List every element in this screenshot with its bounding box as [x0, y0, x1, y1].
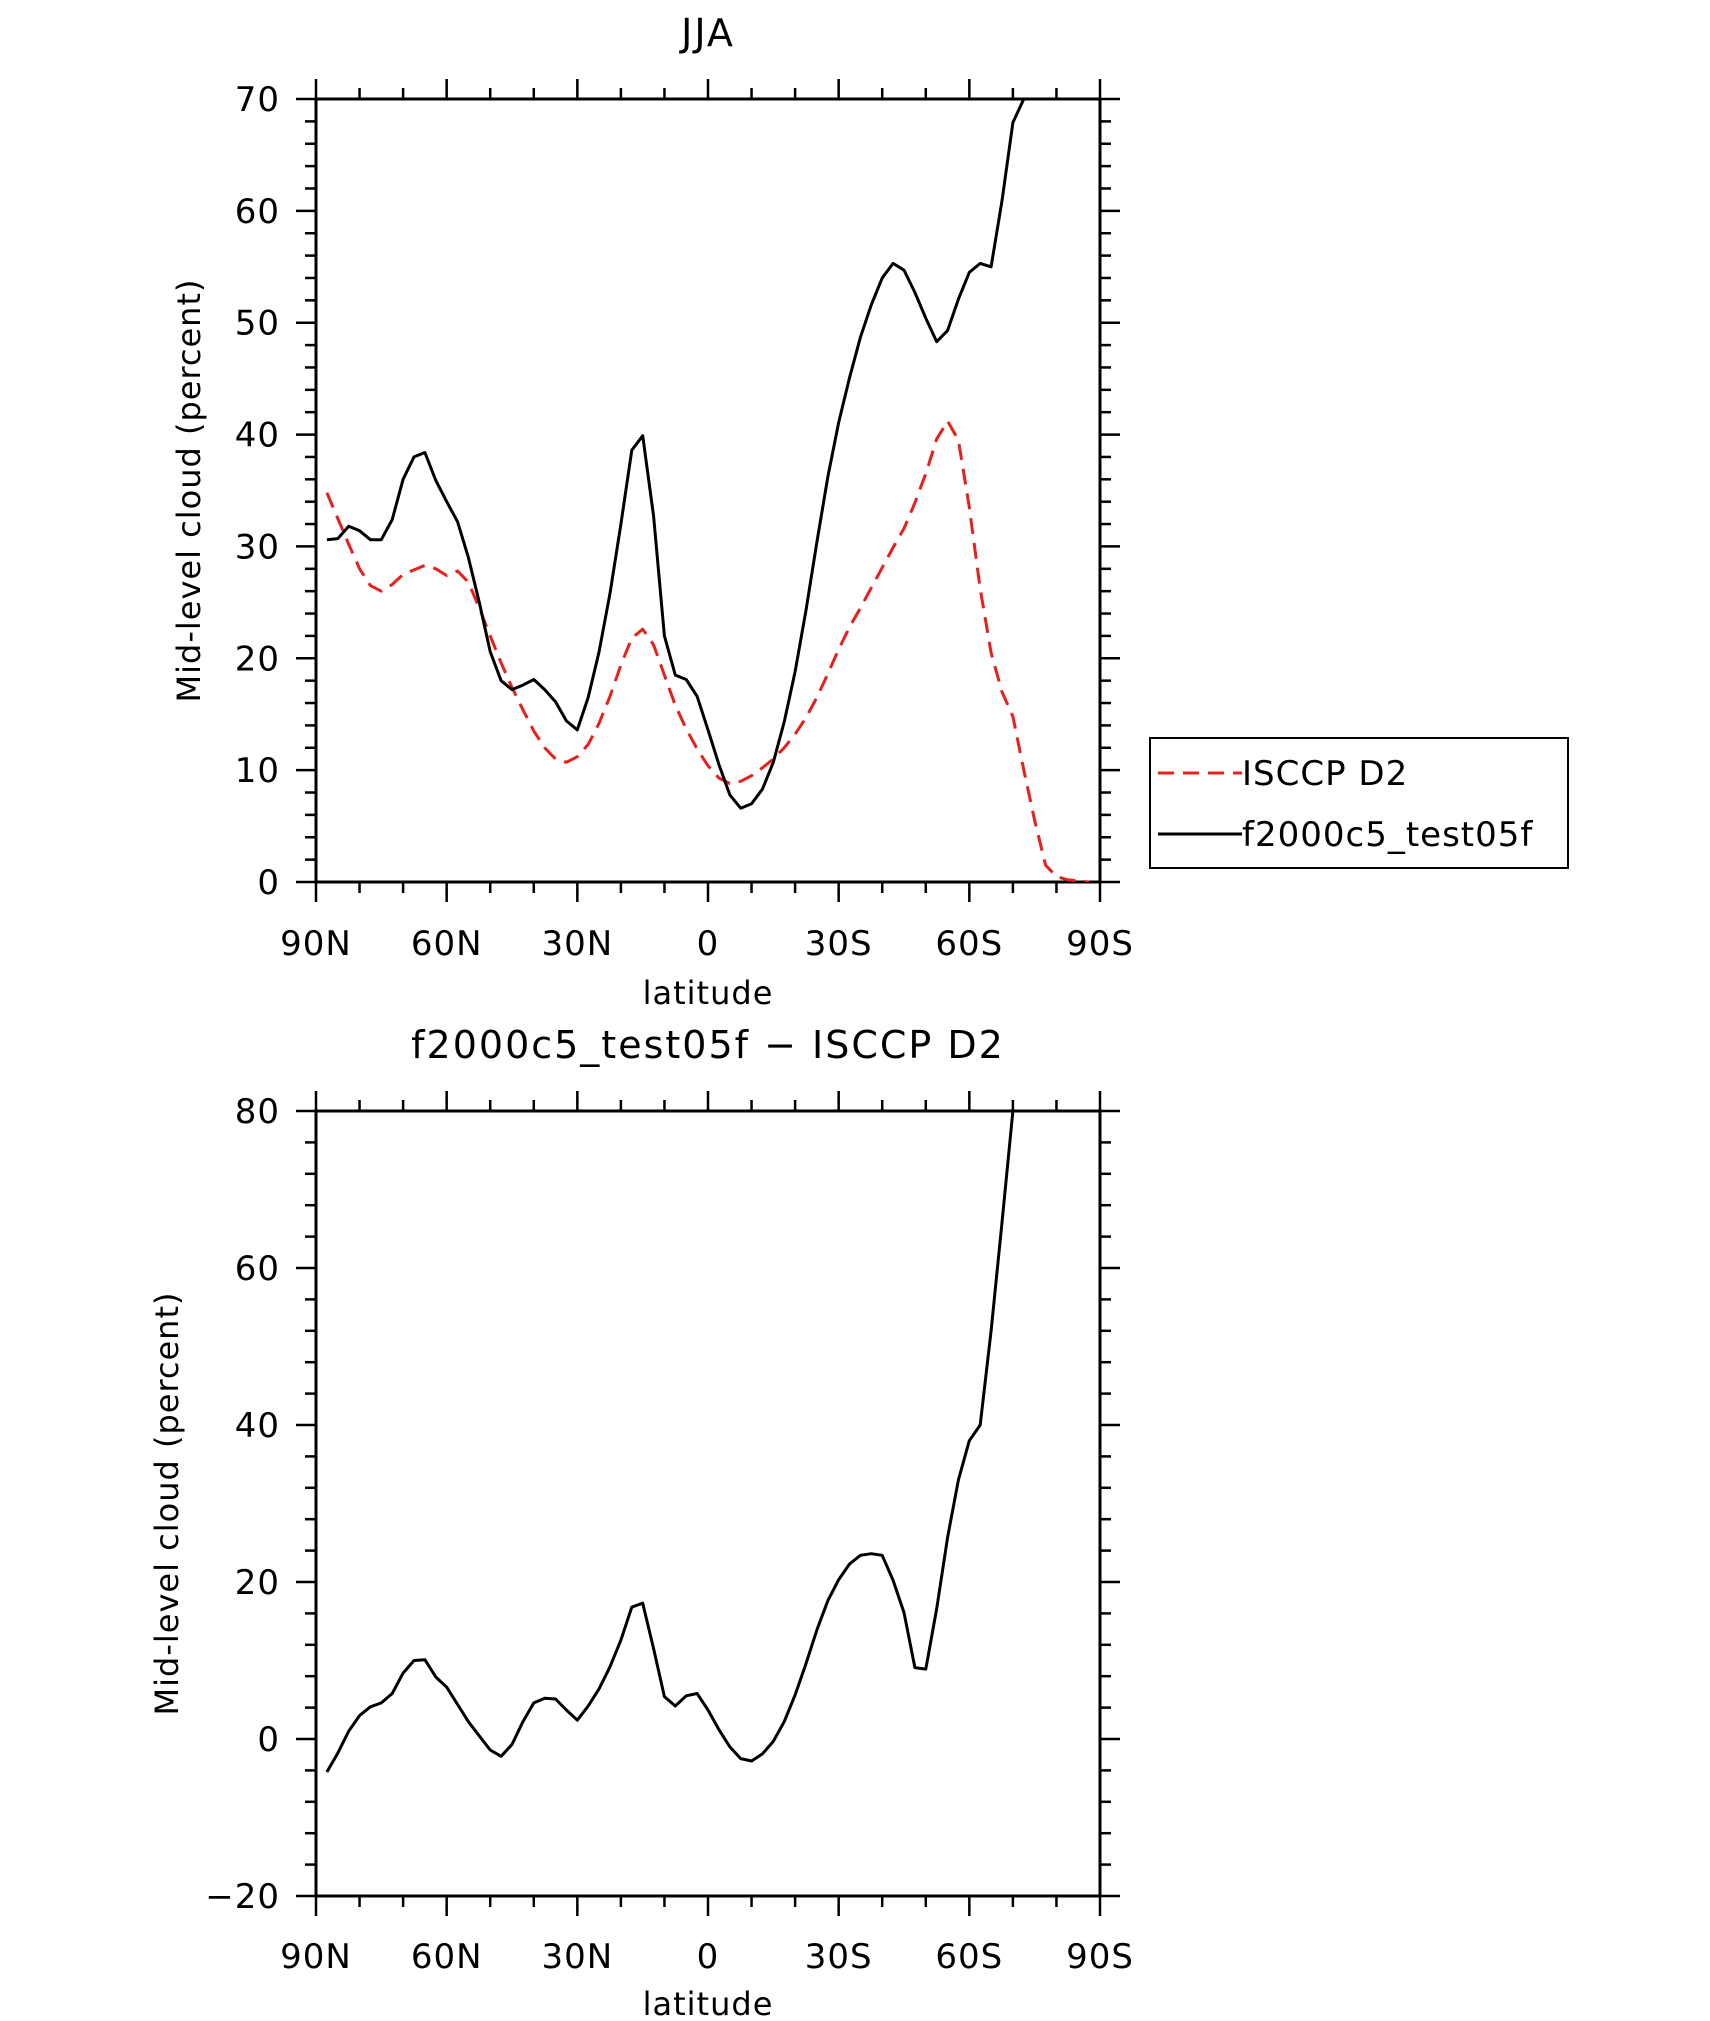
legend-label: f2000c5_test05f — [1242, 815, 1533, 855]
y-tick-label: 10 — [235, 751, 280, 791]
series-line-f2000c5-test05f — [326, 99, 1090, 810]
y-tick-label: 60 — [235, 192, 280, 232]
x-tick-label: 30S — [805, 924, 873, 964]
chart-panel-jja: JJA 90N 60N 30N 0 30S 60S 90S 0 10 20 30 40 50 60 70 lat… — [170, 11, 1569, 1012]
series-line-f2000c5-test05f-isccp-d2 — [325, 1111, 1090, 1773]
y-tick-label: 50 — [235, 304, 280, 344]
y-tick-label: −20 — [205, 1877, 280, 1917]
x-tick-label: 0 — [697, 1937, 720, 1977]
x-axis-label: latitude — [643, 1985, 774, 2021]
x-tick-label: 30S — [805, 1937, 873, 1977]
chart-panel-difference: f2000c5_test05f − ISCCP D2 90N 60N 30N 0 30S 6… — [148, 1023, 1134, 2021]
x-tick-label: 60N — [411, 924, 483, 964]
y-tick-label: 40 — [235, 416, 280, 456]
y-tick-label: 20 — [235, 1563, 280, 1603]
x-tick-label: 90N — [280, 1937, 352, 1977]
y-tick-label: 70 — [235, 80, 280, 120]
y-axis-label: Mid-level cloud (percent) — [170, 279, 208, 703]
y-tick-label: 60 — [235, 1249, 280, 1289]
x-tick-label: 90S — [1066, 924, 1134, 964]
x-tick-label: 0 — [697, 924, 720, 964]
y-tick-label: 0 — [257, 863, 280, 903]
y-tick-label: 0 — [257, 1720, 280, 1760]
y-tick-label: 30 — [235, 527, 280, 567]
x-tick-label: 90N — [280, 924, 352, 964]
chart-title: JJA — [679, 11, 735, 55]
x-tick-label: 60N — [411, 1937, 483, 1977]
x-tick-label: 30N — [541, 1937, 613, 1977]
y-tick-label: 40 — [235, 1406, 280, 1446]
y-tick-label: 80 — [235, 1092, 280, 1132]
y-axis-label: Mid-level cloud (percent) — [148, 1292, 186, 1716]
chart-title: f2000c5_test05f − ISCCP D2 — [411, 1023, 1005, 1067]
legend-box — [1149, 737, 1569, 869]
x-axis-label: latitude — [643, 974, 774, 1012]
x-tick-label: 60S — [935, 1937, 1003, 1977]
y-tick-label: 20 — [235, 639, 280, 679]
x-tick-label: 30N — [541, 924, 613, 964]
legend-label: ISCCP D2 — [1242, 754, 1408, 794]
x-tick-label: 60S — [935, 924, 1003, 964]
series-line-isccp-d2 — [325, 419, 1090, 882]
x-tick-label: 90S — [1066, 1937, 1134, 1977]
